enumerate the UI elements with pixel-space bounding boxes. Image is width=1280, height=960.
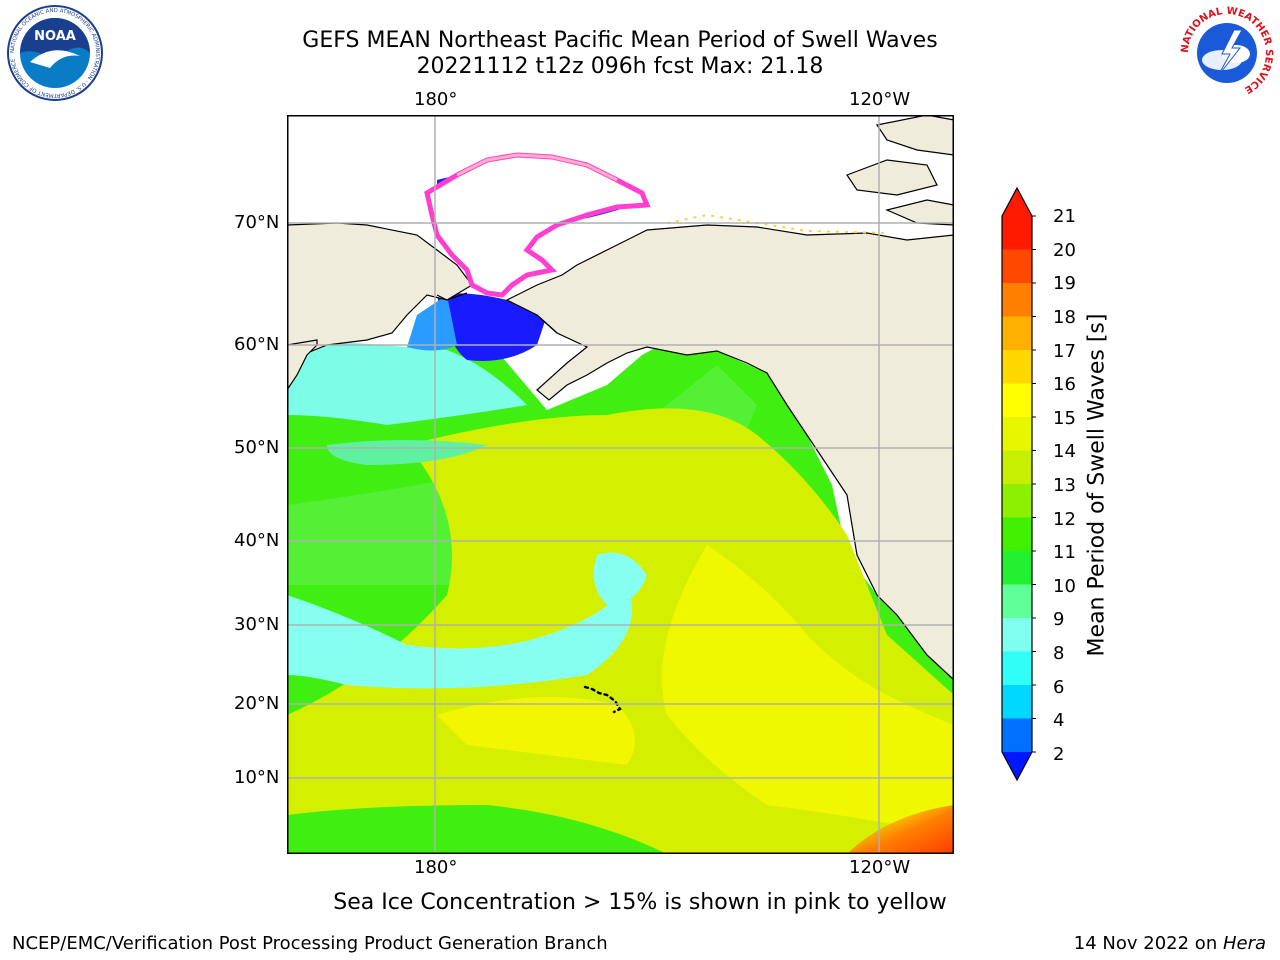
machine-name: Hera — [1222, 933, 1266, 954]
colorbar-tick: 20 — [1053, 240, 1076, 261]
bottom-lon-label-120w: 120°W — [849, 857, 911, 878]
colorbar-segment — [1002, 316, 1032, 351]
colorbar-max-arrow — [1002, 188, 1032, 216]
colorbar-segment — [1002, 383, 1032, 418]
colorbar-segment — [1002, 350, 1032, 384]
colorbar-segment — [1002, 517, 1032, 552]
map-title: GEFS MEAN Northeast Pacific Mean Period … — [302, 28, 938, 53]
colorbar-tick: 14 — [1053, 441, 1076, 462]
top-lon-label-180: 180° — [414, 89, 458, 110]
colorbar-tick: 21 — [1053, 206, 1076, 227]
cyan-region-mid — [287, 585, 632, 689]
lat-label-10n: 10°N — [234, 767, 280, 788]
land-hawaii — [583, 685, 622, 714]
colorbar-tick: 16 — [1053, 374, 1076, 395]
colorbar-tick: 19 — [1053, 273, 1076, 294]
swell-period-map — [287, 115, 954, 854]
colorbar-segment — [1002, 417, 1032, 451]
land-kamchatka — [287, 339, 318, 392]
colorbar-tick: 13 — [1053, 475, 1076, 496]
colorbar-label: Mean Period of Swell Waves [s] — [1084, 313, 1110, 657]
map-subtitle: 20221112 t12z 096h fcst Max: 21.18 — [416, 54, 824, 79]
colorbar-tick: 4 — [1053, 710, 1065, 731]
lat-label-50n: 50°N — [234, 437, 280, 458]
lat-label-60n: 60°N — [234, 334, 280, 355]
colorbar-segment — [1002, 551, 1032, 585]
colorbar-tick: 2 — [1053, 744, 1065, 765]
gridlines — [287, 115, 954, 854]
land-archipelago-1 — [846, 159, 938, 196]
colorbar-segment — [1002, 484, 1032, 518]
date-note: 14 Nov 2022 on Hera — [1074, 933, 1266, 954]
lat-label-30n: 30°N — [234, 614, 280, 635]
colorbar-segment — [1002, 618, 1032, 652]
colorbar-segment — [1002, 718, 1032, 753]
lat-label-70n: 70°N — [234, 212, 280, 233]
colorbar-min-arrow — [1002, 752, 1032, 780]
colorbar-segment — [1002, 450, 1032, 485]
land-archipelago-2 — [876, 115, 954, 156]
coast-bering — [436, 292, 558, 334]
cyan-region-west — [287, 335, 527, 425]
sea-ice-edge — [456, 153, 618, 182]
date-text: 14 Nov 2022 on — [1073, 933, 1223, 954]
lat-label-40n: 40°N — [234, 530, 280, 551]
yellow-area-south — [437, 697, 635, 765]
colorbar-tick: 15 — [1053, 408, 1076, 429]
bottom-lon-label-180: 180° — [414, 857, 458, 878]
colorbar-tick: 9 — [1053, 609, 1065, 630]
noaa-logo: NATIONAL OCEANIC AND ATMOSPHERIC ADMINIS… — [7, 5, 103, 101]
land-siberia — [287, 222, 473, 361]
colorbar-tick: 6 — [1053, 677, 1065, 698]
colorbar-segment — [1002, 651, 1032, 686]
lat-label-20n: 20°N — [234, 693, 280, 714]
colorbar-segment — [1002, 685, 1032, 719]
colorbar-tick: 18 — [1053, 307, 1076, 328]
bering-blue — [407, 295, 457, 351]
sea-ice-caption: Sea Ice Concentration > 15% is shown in … — [333, 890, 947, 915]
colorbar-segment — [1002, 249, 1032, 284]
colorbar-tick: 8 — [1053, 643, 1065, 664]
land-archipelago-3 — [885, 199, 954, 226]
colorbar-tick: 10 — [1053, 576, 1076, 597]
colorbar-tick: 11 — [1053, 542, 1076, 563]
colorbar-tick: 17 — [1053, 341, 1076, 362]
colorbar — [1001, 186, 1036, 782]
top-lon-label-120w: 120°W — [849, 89, 911, 110]
aqua-band — [327, 440, 487, 465]
land-alaska — [505, 224, 954, 681]
nws-logo: NATIONAL WEATHER SERVICE — [1180, 6, 1274, 100]
bering-dark-blue — [437, 293, 547, 361]
yellow-area — [662, 545, 954, 835]
colorbar-tick: 12 — [1053, 509, 1076, 530]
cyan-patch — [593, 552, 647, 605]
warm-corner — [847, 805, 954, 854]
colorbar-segment — [1002, 283, 1032, 317]
svg-text:NOAA: NOAA — [34, 29, 76, 44]
colorbar-segment — [1002, 216, 1032, 250]
colorbar-segment — [1002, 584, 1032, 619]
credit-text: NCEP/EMC/Verification Post Processing Pr… — [12, 933, 608, 954]
